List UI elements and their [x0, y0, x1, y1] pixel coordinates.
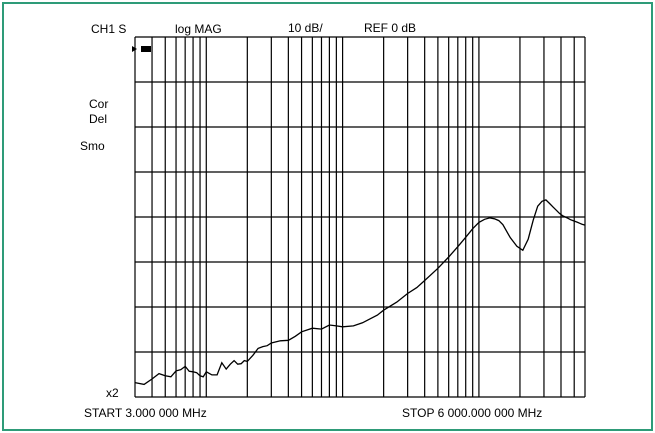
reference-label: REF 0 dB	[364, 21, 417, 35]
averaging-annotation: x2	[106, 386, 119, 400]
smoothing-annotation: Smo	[80, 139, 105, 153]
reference-pointer-icon	[132, 46, 137, 52]
correction-annotation: Cor	[89, 97, 109, 111]
graticule	[134, 36, 586, 398]
channel-label: CH1 S	[91, 22, 127, 36]
format-label: log MAG	[175, 22, 222, 36]
reference-marker-icon	[141, 46, 151, 52]
start-frequency-label: START 3.000 000 MHz	[84, 406, 207, 420]
stop-frequency-label: STOP 6 000.000 000 MHz	[402, 406, 543, 420]
marker-symbols	[132, 46, 151, 52]
delay-annotation: Del	[89, 112, 108, 126]
measurement-trace	[134, 199, 586, 386]
scale-label: 10 dB/	[288, 21, 323, 35]
